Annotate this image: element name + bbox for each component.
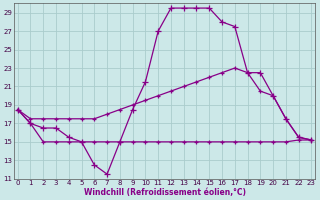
X-axis label: Windchill (Refroidissement éolien,°C): Windchill (Refroidissement éolien,°C): [84, 188, 245, 197]
